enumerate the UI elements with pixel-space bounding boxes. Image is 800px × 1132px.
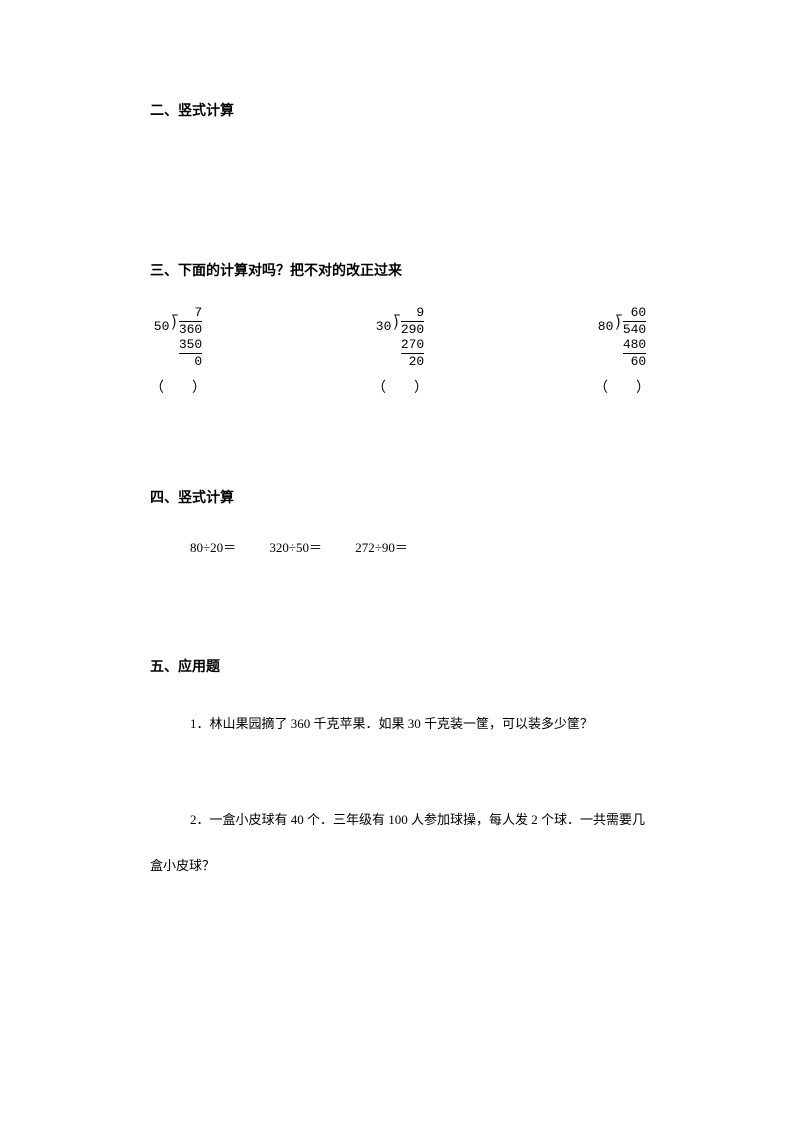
calc-items-row: 80÷20＝ 320÷50＝ 272÷90＝ (150, 537, 650, 556)
remainder: 0 (194, 354, 202, 369)
section-2: 二、竖式计算 (150, 100, 650, 120)
word-problem-2-line2: 盒小皮球？ (150, 853, 650, 879)
divisor: 30 (376, 305, 392, 334)
answer-blank: （ ） (594, 377, 650, 397)
calc-item-2: 320÷50＝ (269, 537, 322, 556)
quotient: 9 (401, 305, 424, 322)
subtraction: 270 (401, 337, 424, 354)
division-problems-row: 50 ⟌ 7 360 350 0 （ ） 30 ⟌ 9 290 270 2 (150, 305, 650, 397)
dividend: 290 (401, 322, 424, 337)
dividend-column: 60 540 480 60 (623, 305, 646, 369)
section-3: 三、下面的计算对吗？把不对的改正过来 50 ⟌ 7 360 350 0 （ ） … (150, 260, 650, 397)
divisor: 80 (598, 305, 614, 334)
dividend-column: 9 290 270 20 (401, 305, 424, 369)
division-layout: 30 ⟌ 9 290 270 20 (376, 305, 424, 369)
section-4: 四、竖式计算 80÷20＝ 320÷50＝ 272÷90＝ (150, 487, 650, 556)
section-2-heading: 二、竖式计算 (150, 100, 650, 120)
dividend-column: 7 360 350 0 (179, 305, 202, 369)
divisor: 50 (154, 305, 170, 334)
quotient: 60 (623, 305, 646, 322)
word-problem-2-line1: 2．一盒小皮球有 40 个．三年级有 100 人参加球操，每人发 2 个球．一共… (150, 807, 650, 833)
subtraction: 480 (623, 337, 646, 354)
dividend: 540 (623, 322, 646, 337)
division-problem-2: 30 ⟌ 9 290 270 20 （ ） (372, 305, 428, 397)
division-bracket: ⟌ (393, 305, 399, 332)
remainder: 60 (631, 354, 647, 369)
word-problem-1: 1．林山果园摘了 360 千克苹果．如果 30 千克装一筐，可以装多少筐？ (150, 711, 650, 737)
division-layout: 50 ⟌ 7 360 350 0 (154, 305, 202, 369)
section-5: 五、应用题 1．林山果园摘了 360 千克苹果．如果 30 千克装一筐，可以装多… (150, 656, 650, 879)
division-bracket: ⟌ (615, 305, 621, 332)
section-3-heading: 三、下面的计算对吗？把不对的改正过来 (150, 260, 650, 280)
division-problem-3: 80 ⟌ 60 540 480 60 （ ） (594, 305, 650, 397)
calc-item-1: 80÷20＝ (190, 537, 236, 556)
answer-blank: （ ） (372, 377, 428, 397)
remainder: 20 (409, 354, 425, 369)
answer-blank: （ ） (150, 377, 206, 397)
section-5-heading: 五、应用题 (150, 656, 650, 676)
division-problem-1: 50 ⟌ 7 360 350 0 （ ） (150, 305, 206, 397)
quotient: 7 (179, 305, 202, 322)
section-4-heading: 四、竖式计算 (150, 487, 650, 507)
dividend: 360 (179, 322, 202, 337)
division-bracket: ⟌ (171, 305, 177, 332)
subtraction: 350 (179, 337, 202, 354)
calc-item-3: 272÷90＝ (355, 537, 408, 556)
division-layout: 80 ⟌ 60 540 480 60 (598, 305, 646, 369)
